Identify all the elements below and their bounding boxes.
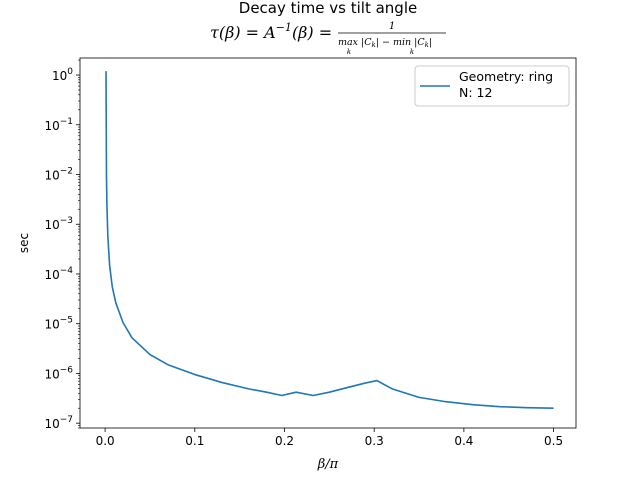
x-tick-label: 0.2 [275,434,294,448]
y-axis-label: sec [17,233,31,253]
formula-denominator-close-1: | [376,37,379,48]
chart-title: Decay time vs tilt angle [239,0,417,17]
y-tick-label: 10−5 [44,316,73,332]
y-axis-minor-ticks [78,59,80,429]
x-axis-ticks: 0.0 0.1 0.2 0.3 0.4 0.5 [96,428,563,448]
plot-area [79,57,577,429]
legend-label-n: N: 12 [459,85,492,100]
x-tick-label: 0.1 [185,434,204,448]
series-line-ring [105,71,554,410]
formula-max-index: k [347,48,351,56]
chart-subtitle-formula: τ(β) = A−1(β) = 1 max |Ck| − min |Ck| k … [210,21,446,56]
formula-denominator-sub-2: k [425,41,429,49]
legend-label-geometry: Geometry: ring [459,69,553,84]
legend-box [414,65,570,107]
y-tick-label: 10−4 [44,266,73,282]
x-tick-label: 0.3 [365,434,384,448]
formula-denominator-max: max |C [338,37,372,48]
formula-numerator: 1 [389,21,395,32]
legend: Geometry: ring N: 12 [414,65,570,107]
y-tick-label: 10−1 [44,117,73,133]
x-tick-label: 0.4 [454,434,473,448]
y-tick-label: 10−2 [44,167,73,183]
y-tick-label: 10−6 [44,365,73,381]
formula-lhs-exponent: −1 [276,21,292,34]
y-tick-label: 10−7 [44,415,73,431]
x-axis-label: β/π [317,457,339,472]
x-tick-label: 0.0 [96,434,115,448]
svg-text:max |Ck| − min |Ck|: max |Ck| − min |Ck| [338,37,432,49]
formula-min-index: k [410,48,414,56]
x-tick-label: 0.5 [544,434,563,448]
y-axis-ticks: 10−7 10−6 10−5 10−4 10−3 10−2 10−1 100 [44,67,80,431]
y-tick-label: 10−3 [44,216,73,232]
y-tick-label: 100 [52,67,73,83]
formula-lhs: τ(β) = A [210,23,276,42]
formula-denominator-close-2: | [429,37,432,48]
svg-text:τ(β) = A−1(β) =: τ(β) = A−1(β) = [210,21,332,42]
formula-denominator-min: − min |C [379,37,425,48]
formula-denominator-sub-1: k [372,41,376,49]
formula-rhs: (β) = [292,23,332,42]
